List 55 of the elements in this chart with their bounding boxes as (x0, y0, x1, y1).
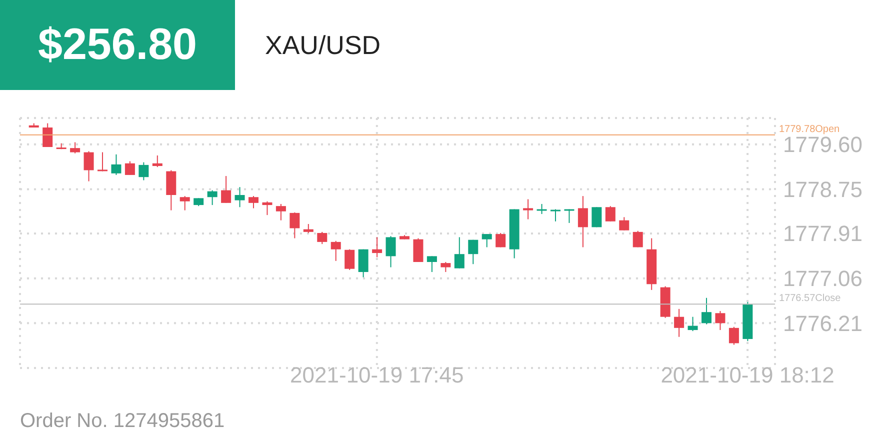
candlestick (152, 154, 162, 168)
candlestick (262, 200, 272, 216)
candlestick (358, 248, 368, 278)
candlestick (496, 232, 506, 248)
candlestick (276, 203, 286, 221)
chart-title: XAU/USD (265, 30, 381, 61)
text: $256.80 (38, 20, 198, 70)
candlestick (180, 196, 190, 211)
candlestick (605, 206, 616, 222)
candlestick (454, 236, 464, 269)
candlestick (84, 150, 94, 182)
candlestick (715, 310, 726, 331)
candlestick (564, 208, 574, 224)
text: Order No. 1274955861 (20, 410, 225, 433)
candlestick (70, 142, 80, 154)
candlestick (317, 231, 328, 245)
candlestick (221, 176, 232, 204)
candlestick (386, 236, 396, 268)
candlestick (482, 234, 492, 248)
candlestick (619, 216, 630, 231)
candlestick (674, 308, 684, 338)
ref-line-label: 1779.78Open (779, 124, 840, 135)
y-tick-label: 1777.06 (783, 266, 863, 292)
y-tick-label: 1778.75 (783, 176, 863, 202)
candlestick (632, 230, 643, 248)
y-tick-label: 1776.21 (783, 310, 863, 336)
candlestick (728, 326, 739, 346)
candlestick (124, 160, 135, 176)
candlestick (290, 212, 300, 239)
y-tick-label: 1779.60 (783, 132, 863, 158)
candlestick (688, 316, 698, 332)
x-tick-label: 2021-10-19 18:12 (660, 362, 834, 388)
x-tick-label: 2021-10-19 17:45 (290, 362, 464, 388)
candlestick (426, 256, 437, 273)
candlestick (234, 186, 245, 208)
candlestick (536, 203, 547, 214)
candlestick (468, 239, 478, 265)
candlestick (111, 154, 122, 176)
candlestick (330, 240, 341, 262)
candlestick (138, 162, 149, 181)
candlestick (248, 196, 258, 209)
candlestick (592, 206, 602, 228)
candlestick (98, 152, 108, 172)
candlestick (523, 198, 534, 220)
candlestick (166, 170, 176, 211)
candlestick (578, 196, 588, 248)
candlestick (413, 238, 424, 262)
y-tick-label: 1777.91 (783, 221, 863, 246)
candlestick (207, 190, 218, 206)
candlestick (550, 208, 560, 222)
candlestick (344, 248, 355, 270)
candlestick (372, 236, 382, 258)
candlestick (440, 261, 451, 273)
candlestick (702, 297, 712, 325)
ref-line-label: 1776.57Close (779, 293, 842, 304)
